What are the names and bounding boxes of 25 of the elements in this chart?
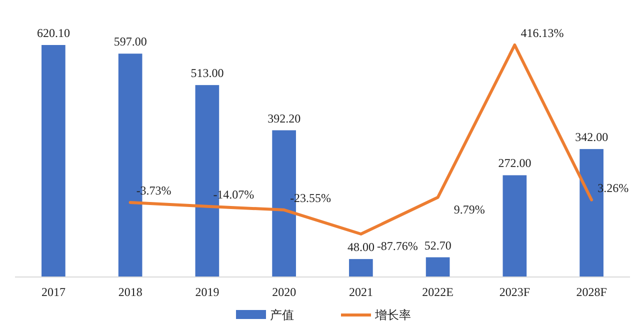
data-label: 48.00 — [347, 240, 374, 254]
x-tick-label: 2023F — [499, 285, 530, 299]
data-label: 597.00 — [114, 34, 147, 49]
data-label: 392.20 — [268, 111, 301, 126]
x-tick-label: 2021 — [348, 285, 373, 299]
x-tick-label: 2020 — [272, 285, 296, 299]
x-tick-label: 2018 — [118, 285, 142, 299]
data-label: -87.76% — [376, 239, 418, 253]
data-label: 342.00 — [575, 130, 608, 144]
bar — [502, 175, 527, 277]
x-tick-label: 2019 — [195, 285, 220, 299]
data-label: 52.70 — [424, 238, 452, 252]
x-tick-label: 2017 — [41, 285, 66, 299]
x-tick-label: 2022E — [422, 285, 454, 299]
legend-label: 产值 — [270, 308, 294, 322]
data-label: 272.00 — [498, 156, 532, 170]
data-label: 513.00 — [190, 66, 224, 80]
bar — [42, 45, 66, 277]
data-label: 620.10 — [36, 26, 70, 40]
legend-label: 增长率 — [374, 308, 411, 322]
bar — [349, 259, 373, 277]
bar — [426, 257, 450, 277]
x-tick-label: 2028F — [576, 285, 608, 299]
data-label: 416.13% — [520, 26, 564, 40]
data-label: 9.79% — [454, 202, 485, 216]
